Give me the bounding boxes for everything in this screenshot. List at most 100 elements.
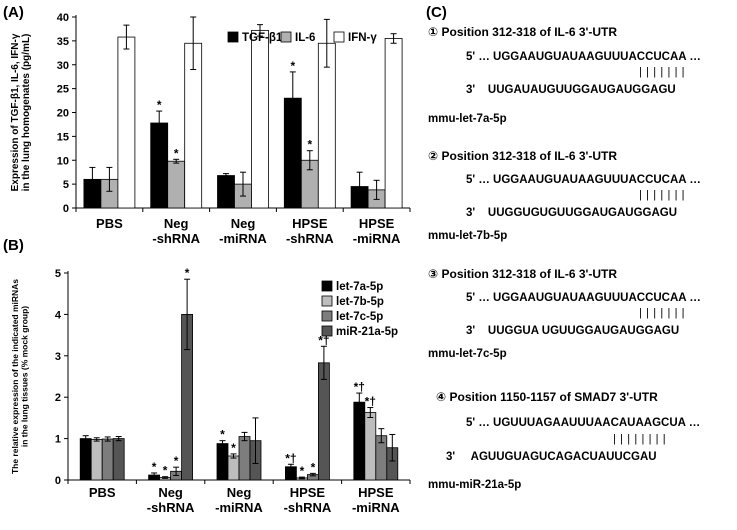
significance-mark: *	[231, 441, 236, 455]
legend-swatch	[321, 310, 333, 322]
y-tick-label: 0	[55, 475, 61, 487]
bar	[79, 438, 92, 481]
bar	[251, 29, 269, 209]
significance-mark: *†	[318, 333, 329, 347]
significance-mark: *	[307, 138, 312, 152]
category-label-line: -shRNA	[152, 231, 200, 246]
category-label: Neg -shRNA	[147, 485, 195, 515]
y-axis-label: The relative expression of the indicated…	[10, 279, 30, 474]
bar	[238, 436, 251, 481]
chart-b: The relative expression of the indicated…	[10, 266, 411, 515]
category-label-line: -miRNA	[352, 500, 400, 515]
y-tick-label: 1	[55, 434, 61, 446]
bar	[216, 443, 229, 481]
y-tick-label: 3	[55, 351, 61, 363]
category-label-line: -shRNA	[147, 500, 195, 515]
bar	[150, 122, 169, 209]
bar	[117, 36, 136, 209]
y-tick-label: 15	[57, 131, 69, 143]
category-label-line: -miRNA	[215, 500, 263, 515]
bar	[317, 362, 330, 481]
category-label-line: Neg	[231, 216, 256, 231]
bar	[353, 401, 366, 481]
legend-label: IFN-γ	[348, 32, 377, 44]
y-tick-label: 2	[55, 392, 61, 404]
significance-mark: *	[152, 460, 157, 474]
category-label-line: PBS	[96, 216, 123, 231]
category-label-line: -miRNA	[353, 231, 401, 246]
bar	[317, 42, 336, 209]
legend-label: let-7c-5p	[336, 311, 383, 323]
category-label-line: -miRNA	[219, 231, 267, 246]
y-tick-label: 4	[55, 309, 62, 321]
category-label: Neg -miRNA	[215, 485, 263, 515]
category-label-line: HPSE	[358, 485, 394, 500]
y-axis-label-line: in the lung homogenates (pg/mL)	[21, 34, 32, 192]
bar	[101, 438, 114, 481]
y-axis-label: Expression of TGF-β1, IL-6, IFN-γin the …	[10, 33, 32, 191]
bar	[90, 439, 103, 481]
significance-mark: *†	[285, 451, 296, 465]
category-label: HPSE -shRNA	[284, 485, 332, 515]
significance-mark: *	[290, 59, 295, 73]
category-label-line: HPSE	[359, 216, 395, 231]
legend-swatch	[321, 295, 333, 307]
legend-swatch	[280, 31, 292, 43]
panel-c-label: (C)	[426, 4, 447, 21]
category-label: PBS	[89, 485, 116, 500]
chart-a: Expression of TGF-β1, IL-6, IFN-γin the …	[10, 12, 411, 246]
bar	[217, 175, 235, 209]
bar	[364, 412, 377, 481]
y-tick-label: 5	[55, 268, 61, 280]
category-label-line: PBS	[89, 485, 116, 500]
y-axis-label-line: The relative expression of the indicated…	[10, 279, 20, 474]
significance-mark: *	[220, 428, 225, 442]
significance-mark: *	[174, 146, 179, 160]
legend-label: let-7a-5p	[336, 281, 383, 293]
legend-label: let-7b-5p	[336, 296, 384, 308]
bar	[227, 455, 240, 481]
significance-mark: *	[185, 266, 190, 280]
y-tick-label: 5	[63, 179, 69, 191]
legend-swatch	[321, 325, 333, 337]
y-tick-label: 25	[57, 84, 69, 96]
y-axis-label-line: Expression of TGF-β1, IL-6, IFN-γ	[10, 33, 21, 191]
panel-a-label: (A)	[3, 4, 24, 21]
y-tick-label: 0	[63, 203, 69, 215]
category-label-line: Neg	[227, 485, 252, 500]
significance-mark: *	[163, 464, 168, 478]
significance-mark: *†	[365, 395, 376, 409]
category-label: PBS	[96, 216, 123, 231]
legend-label: IL-6	[295, 32, 315, 44]
category-label-line: -shRNA	[284, 500, 332, 515]
category-label-line: -shRNA	[286, 231, 334, 246]
category-label: Neg -shRNA	[152, 216, 200, 246]
y-tick-label: 35	[57, 36, 69, 48]
significance-mark: *†	[354, 380, 365, 394]
significance-mark: *	[157, 98, 162, 112]
legend-swatch	[227, 31, 239, 43]
category-label-line: HPSE	[290, 485, 326, 500]
panel-b-label: (B)	[3, 237, 24, 254]
y-tick-label: 10	[57, 155, 69, 167]
legend-label: miR-21a-5p	[336, 326, 398, 338]
category-label-line: Neg	[164, 216, 189, 231]
significance-mark: *	[311, 460, 316, 474]
y-tick-label: 20	[57, 108, 69, 120]
category-label: HPSE -shRNA	[286, 216, 334, 246]
significance-mark: *	[174, 454, 179, 468]
category-label-line: Neg	[158, 485, 183, 500]
legend-swatch	[321, 280, 333, 292]
significance-mark: *	[300, 464, 305, 478]
category-label-line: HPSE	[292, 216, 328, 231]
legend-label: TGF-β1	[242, 32, 283, 44]
legend-swatch	[333, 31, 345, 43]
y-tick-label: 40	[57, 12, 69, 24]
category-label: HPSE -miRNA	[352, 485, 400, 515]
category-label: HPSE -miRNA	[353, 216, 401, 246]
bar	[384, 38, 403, 209]
bar	[112, 438, 125, 481]
bar	[167, 160, 186, 209]
y-axis-label-line: in the lung tissues (% mock group)	[20, 306, 30, 447]
